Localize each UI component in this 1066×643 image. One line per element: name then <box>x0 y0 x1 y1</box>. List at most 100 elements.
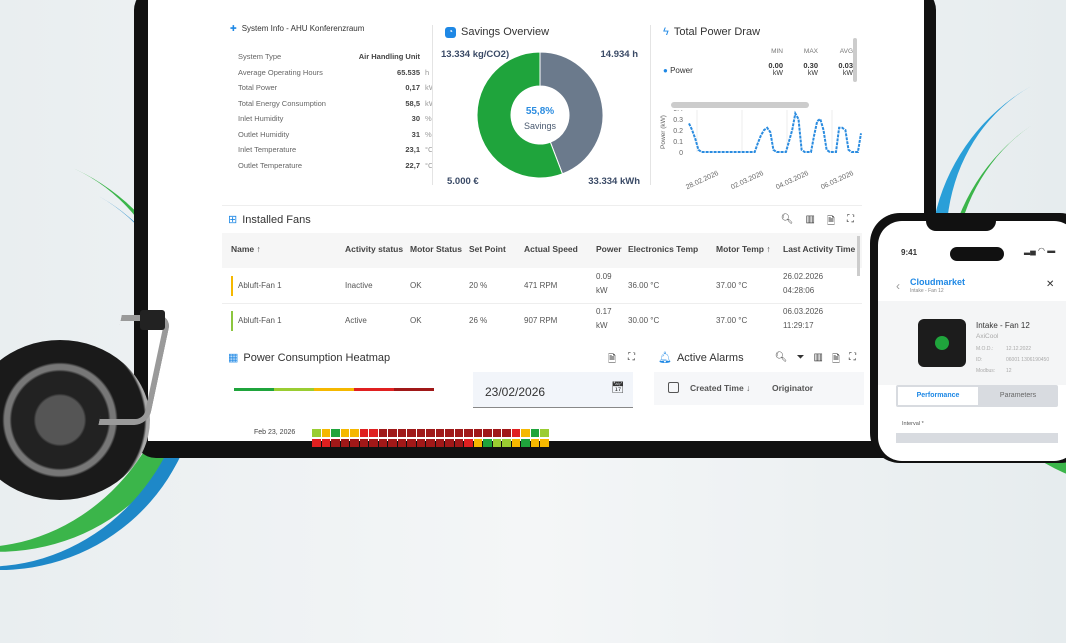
column-header[interactable]: Last Activity Time <box>783 244 856 254</box>
heatmap-cell[interactable] <box>378 439 387 447</box>
heatmap-cell[interactable] <box>397 429 406 437</box>
search-icon[interactable]: 🔍︎ <box>780 214 794 225</box>
heatmap-cell[interactable] <box>369 439 378 447</box>
interval-selector[interactable] <box>896 433 1058 443</box>
column-created-time[interactable]: Created Time ↓ <box>690 383 751 393</box>
fullscreen-icon[interactable]: ⛶ <box>849 352 856 363</box>
heatmap-cell[interactable] <box>378 429 387 437</box>
columns-icon[interactable]: ▥ <box>813 352 823 363</box>
column-header[interactable]: Power <box>596 244 622 254</box>
column-header[interactable]: Set Point <box>469 244 506 254</box>
vertical-scrollbar[interactable] <box>853 38 857 82</box>
status-indicator <box>231 276 233 296</box>
heatmap-cell[interactable] <box>359 439 368 447</box>
heatmap-cell[interactable] <box>511 429 520 437</box>
heatmap-cell[interactable] <box>511 439 520 447</box>
table-cell-name[interactable]: Abluft-Fan 1 <box>238 316 282 325</box>
heatmap-cell[interactable] <box>473 439 482 447</box>
heatmap-cell[interactable] <box>321 439 330 447</box>
heatmap-cell[interactable] <box>454 439 463 447</box>
back-icon[interactable]: ‹ <box>896 279 900 293</box>
fullscreen-icon[interactable]: ⛶ <box>628 352 635 363</box>
export-icon[interactable]: 🗎 <box>831 354 840 365</box>
column-header[interactable]: Name ↑ <box>231 244 261 254</box>
heatmap-cell[interactable] <box>540 439 549 447</box>
table-cell-time: 26.02.2026 04:28:06 <box>783 272 824 295</box>
device-name: Intake - Fan 12 <box>976 321 1030 330</box>
heatmap-cell[interactable] <box>388 439 397 447</box>
heatmap-cell[interactable] <box>312 429 321 437</box>
heatmap-cell[interactable] <box>502 439 511 447</box>
heatmap-cell[interactable] <box>464 439 473 447</box>
table-cell-time: 06.03.2026 11:29:17 <box>783 307 824 330</box>
active-alarms-panel: 🔔︎ Active Alarms 🔍︎ ⏷ ▥ 🗎 ⛶ Created Time ↓ Or… <box>652 344 864 441</box>
status-indicator <box>231 311 233 331</box>
heatmap-cell[interactable] <box>340 439 349 447</box>
table-cell-setpoint: 20 % <box>469 281 488 290</box>
heatmap-cell[interactable] <box>388 429 397 437</box>
column-originator[interactable]: Originator <box>772 383 814 393</box>
heatmap-cell[interactable] <box>530 429 539 437</box>
table-cell-motor: OK <box>410 281 422 290</box>
table-scrollbar[interactable] <box>857 236 860 276</box>
heatmap-cell[interactable] <box>492 429 501 437</box>
heatmap-cell[interactable] <box>407 429 416 437</box>
heatmap-cell[interactable] <box>435 439 444 447</box>
export-icon[interactable]: 🗎 <box>826 216 835 227</box>
heatmap-cell[interactable] <box>473 429 482 437</box>
heatmap-cell[interactable] <box>454 429 463 437</box>
heatmap-cell[interactable] <box>359 429 368 437</box>
phone-tabs: Performance Parameters <box>896 385 1058 407</box>
hours-value: 14.934 h <box>600 49 639 60</box>
table-cell-name[interactable]: Abluft-Fan 1 <box>238 281 282 290</box>
heatmap-cell[interactable] <box>502 429 511 437</box>
heatmap-cell[interactable] <box>530 439 539 447</box>
heatmap-cell[interactable] <box>492 439 501 447</box>
export-icon[interactable]: 🗎 <box>607 354 616 365</box>
heatmap-cell[interactable] <box>312 439 321 447</box>
tab-performance[interactable]: Performance <box>898 387 978 405</box>
heatmap-cell[interactable] <box>521 429 530 437</box>
y-tick-label: 0.3 <box>673 117 683 124</box>
column-header[interactable]: Motor Status <box>410 244 462 254</box>
heatmap-cell[interactable] <box>321 429 330 437</box>
heatmap-cell[interactable] <box>483 429 492 437</box>
column-header[interactable]: Activity status <box>345 244 404 254</box>
heatmap-cell[interactable] <box>521 439 530 447</box>
column-header[interactable]: Motor Temp ↑ <box>716 244 771 254</box>
date-input[interactable]: 23/02/2026 📅︎ <box>473 372 633 408</box>
heatmap-cell[interactable] <box>435 429 444 437</box>
heatmap-cell[interactable] <box>340 429 349 437</box>
tab-parameters[interactable]: Parameters <box>999 392 1037 399</box>
heatmap-cell[interactable] <box>416 429 425 437</box>
heatmap-cell[interactable] <box>445 429 454 437</box>
heatmap-cell[interactable] <box>540 429 549 437</box>
heatmap-cell[interactable] <box>331 429 340 437</box>
search-icon[interactable]: 🔍︎ <box>774 352 788 363</box>
heatmap-cell[interactable] <box>426 429 435 437</box>
heatmap-cell[interactable] <box>350 429 359 437</box>
heatmap-cell[interactable] <box>369 429 378 437</box>
close-icon[interactable]: ✕ <box>1046 279 1055 290</box>
select-all-checkbox[interactable] <box>668 382 679 393</box>
heatmap-cell[interactable] <box>331 439 340 447</box>
column-header[interactable]: Electronics Temp <box>628 244 699 254</box>
calendar-icon[interactable]: 📅︎ <box>611 382 625 394</box>
heatmap-cell[interactable] <box>426 439 435 447</box>
info-value: 23,1 <box>405 145 420 154</box>
heatmap-cell[interactable] <box>416 439 425 447</box>
info-unit: % <box>425 129 432 139</box>
heatmap-cell[interactable] <box>397 439 406 447</box>
filter-icon[interactable]: ⏷ <box>796 352 805 363</box>
table-cell-power: 0.17 kW <box>596 307 612 330</box>
heatmap-cell[interactable] <box>350 439 359 447</box>
fullscreen-icon[interactable]: ⛶ <box>847 214 854 225</box>
horizontal-scrollbar[interactable] <box>671 102 809 108</box>
column-header[interactable]: Actual Speed <box>524 244 578 254</box>
heatmap-cell[interactable] <box>445 439 454 447</box>
heatmap-cell[interactable] <box>407 439 416 447</box>
installed-fans-panel: ⊞ Installed Fans 🔍︎ ▥ 🗎 ⛶ <box>222 205 862 340</box>
heatmap-cell[interactable] <box>483 439 492 447</box>
heatmap-cell[interactable] <box>464 429 473 437</box>
columns-icon[interactable]: ▥ <box>805 214 815 225</box>
